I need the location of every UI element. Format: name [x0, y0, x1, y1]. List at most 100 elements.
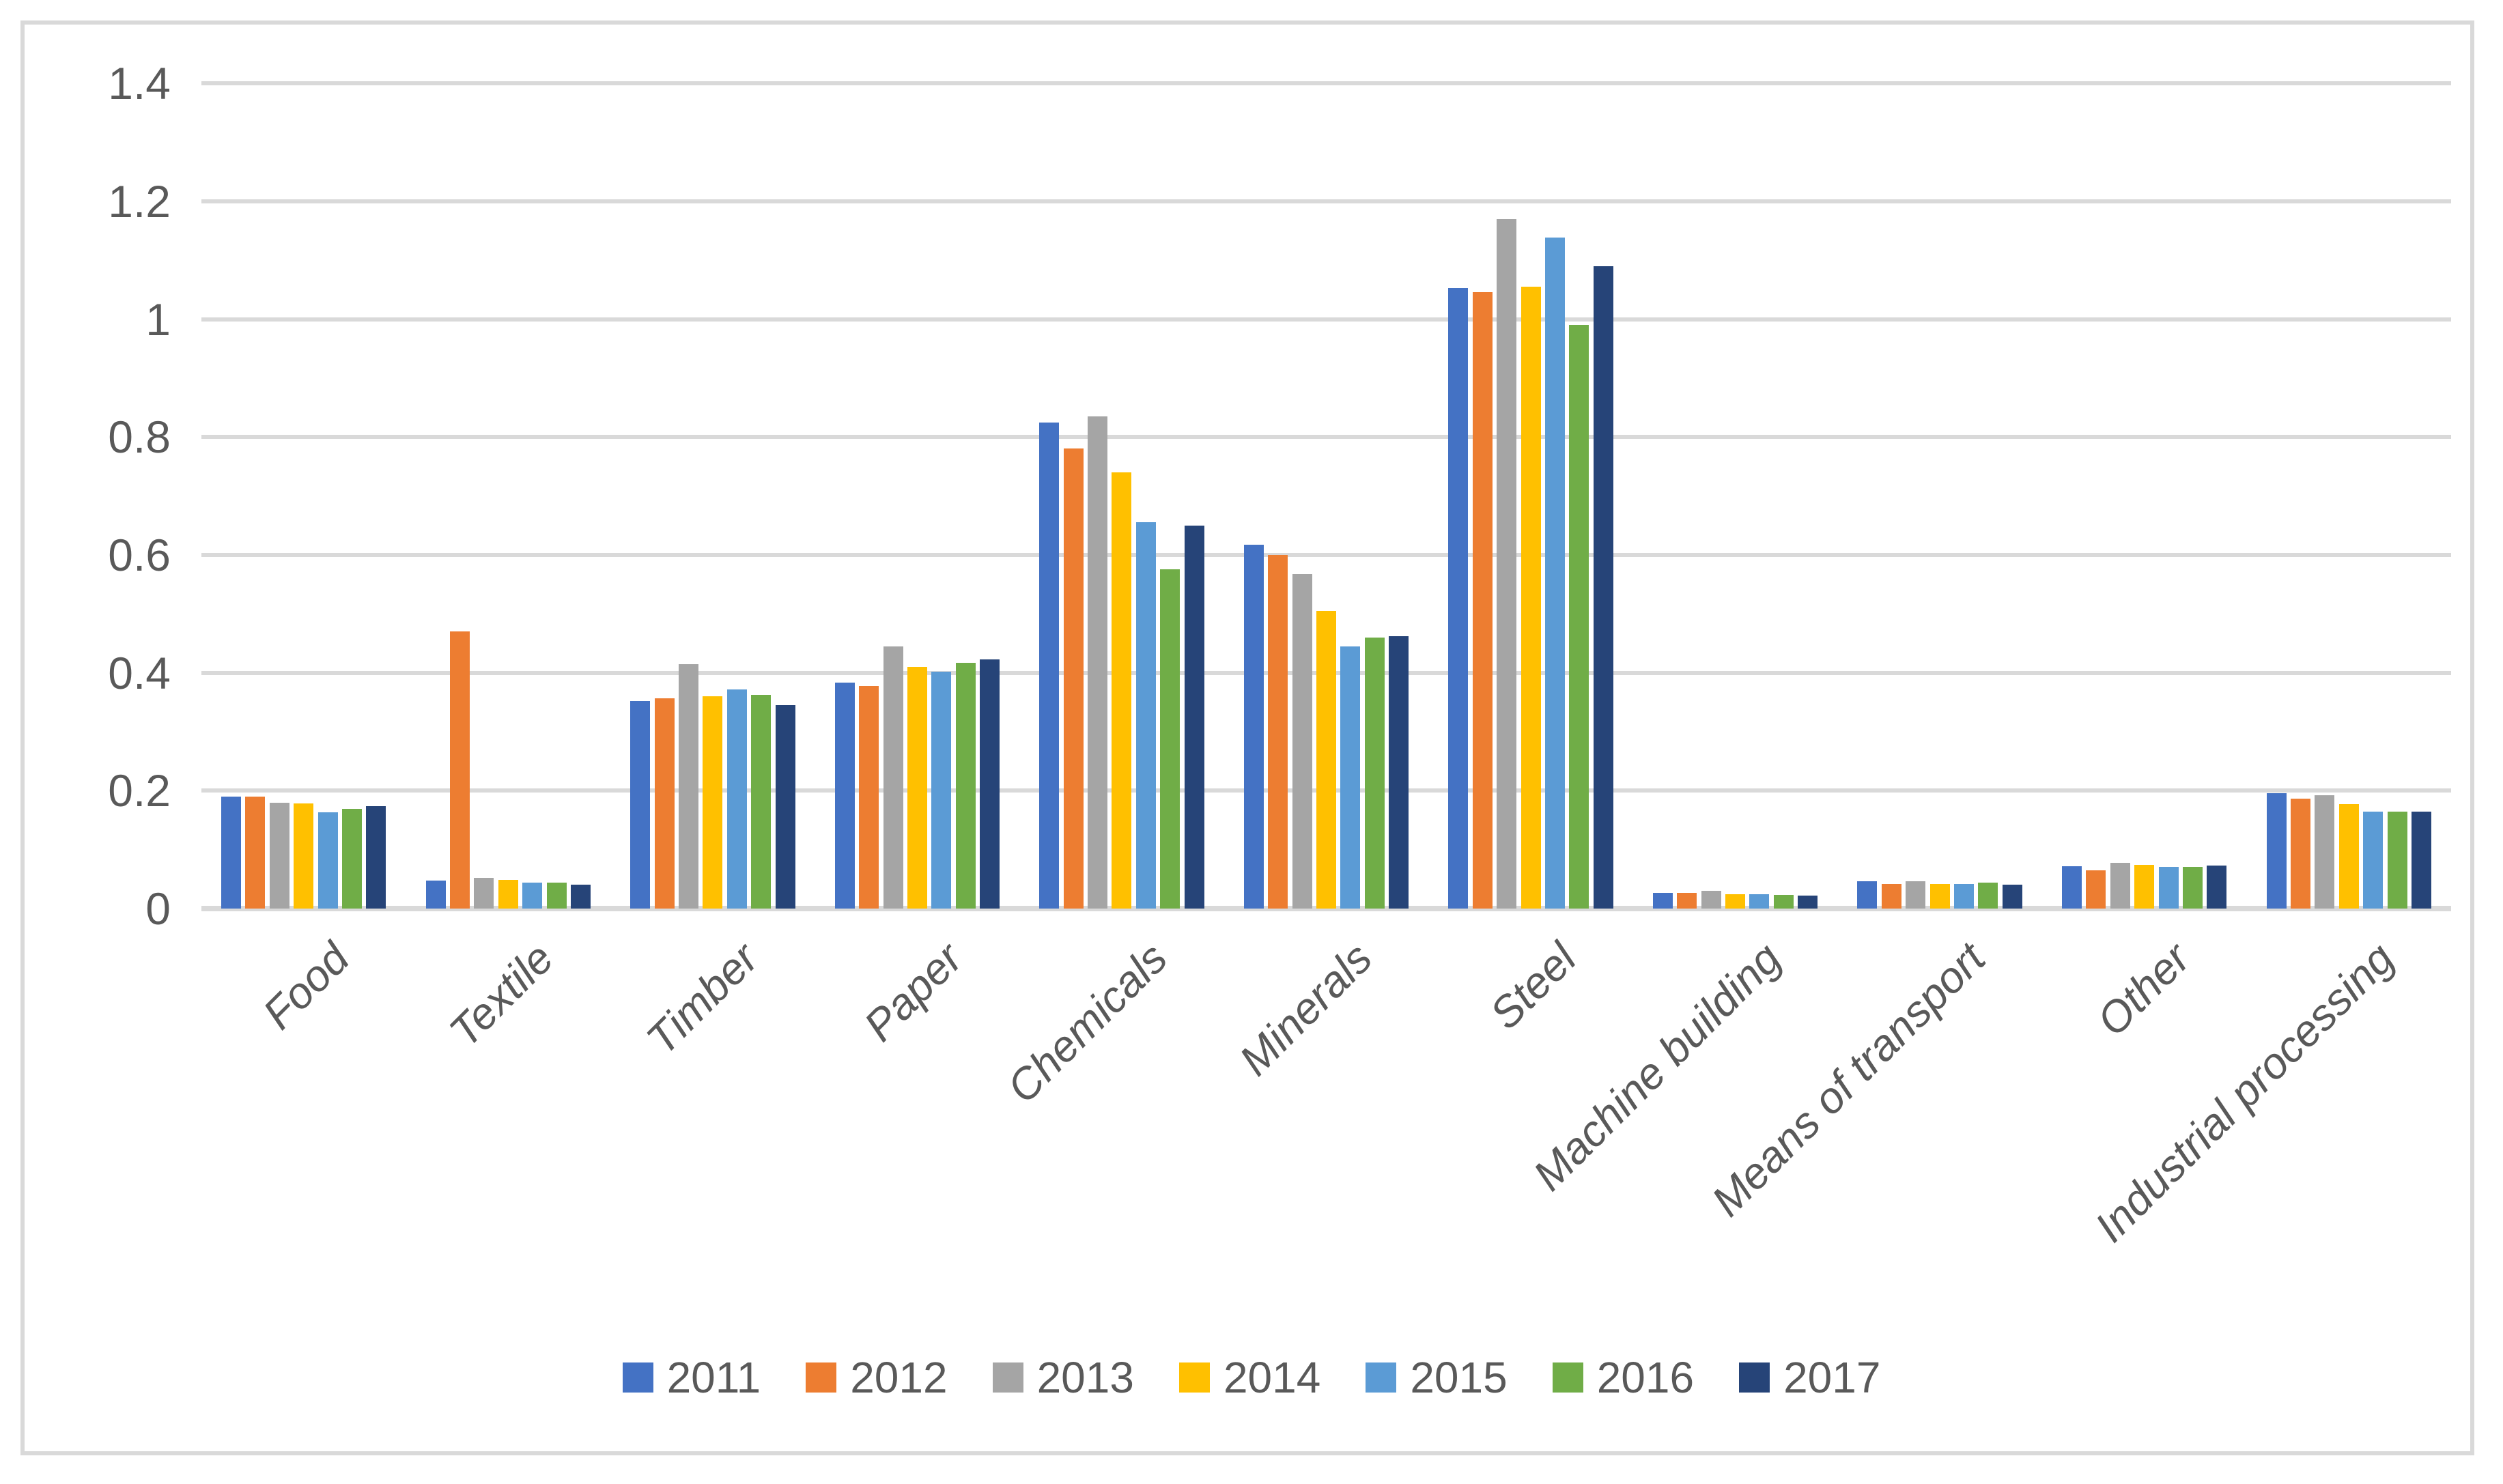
legend-marker-icon	[806, 1362, 837, 1393]
bar-2012-chemicals	[1064, 448, 1084, 909]
bar-2016-minerals	[1365, 638, 1385, 909]
bar-2016-timber	[751, 695, 771, 909]
y-tick-label: 1	[145, 294, 171, 345]
bar-2012-steel	[1473, 292, 1493, 909]
y-gridline	[201, 199, 2451, 203]
bar-2011-industrial-processing	[2267, 793, 2287, 909]
bar-2017-food	[366, 806, 386, 909]
bar-2013-industrial-processing	[2315, 795, 2334, 909]
bar-2017-means-of-transport	[2003, 885, 2022, 909]
legend-label: 2013	[1036, 1353, 1134, 1402]
bar-2013-paper	[883, 646, 903, 909]
legend: 2011 2012 2013 2014 2015 2016 2017	[0, 1353, 2503, 1402]
bar-2012-textile	[450, 631, 470, 909]
legend-item-2017: 2017	[1739, 1353, 1880, 1402]
bar-2016-food	[342, 809, 362, 909]
bar-2016-industrial-processing	[2388, 812, 2407, 909]
bar-2013-means-of-transport	[1906, 881, 1925, 909]
bar-2015-industrial-processing	[2363, 812, 2383, 909]
legend-item-2016: 2016	[1552, 1353, 1695, 1402]
legend-label: 2017	[1783, 1353, 1881, 1402]
y-tick-label: 0.6	[108, 530, 171, 580]
bar-2012-other	[2086, 870, 2106, 909]
bar-2016-textile	[547, 883, 567, 909]
y-tick-label: 1.2	[108, 176, 171, 227]
y-tick-label: 0.2	[108, 765, 171, 816]
legend-item-2013: 2013	[992, 1353, 1134, 1402]
legend-marker-icon	[1366, 1362, 1397, 1393]
bar-2013-machine-building	[1701, 891, 1721, 909]
legend-item-2012: 2012	[806, 1353, 948, 1402]
bar-2015-steel	[1545, 238, 1565, 909]
bar-2014-steel	[1521, 287, 1541, 909]
bar-2013-textile	[474, 878, 494, 909]
legend-item-2015: 2015	[1366, 1353, 1508, 1402]
y-tick-label: 0	[145, 883, 171, 934]
bar-2014-minerals	[1316, 611, 1336, 909]
bar-2013-chemicals	[1088, 416, 1107, 909]
bar-2015-food	[318, 812, 338, 909]
bar-2016-paper	[956, 663, 976, 909]
bar-2016-chemicals	[1160, 569, 1180, 909]
bar-2017-chemicals	[1185, 526, 1204, 909]
x-axis-line	[201, 906, 2451, 911]
legend-marker-icon	[622, 1362, 653, 1393]
bar-2017-machine-building	[1798, 896, 1818, 909]
legend-label: 2016	[1596, 1353, 1695, 1402]
bar-2013-other	[2110, 863, 2130, 909]
y-tick-label: 0.8	[108, 412, 171, 462]
bar-2015-textile	[522, 883, 542, 909]
bar-2013-timber	[679, 664, 698, 909]
bar-2011-textile	[426, 881, 446, 909]
bar-2012-timber	[655, 698, 675, 909]
bar-2017-other	[2207, 866, 2226, 909]
y-gridline	[201, 553, 2451, 557]
bar-2014-textile	[498, 880, 518, 909]
legend-label: 2014	[1223, 1353, 1321, 1402]
y-tick-label: 0.4	[108, 648, 171, 698]
bar-2011-paper	[835, 683, 855, 909]
bar-2015-timber	[727, 689, 747, 909]
bar-2012-paper	[859, 686, 879, 909]
legend-label: 2015	[1410, 1353, 1508, 1402]
legend-marker-icon	[1178, 1362, 1210, 1393]
bar-2014-chemicals	[1112, 472, 1131, 909]
bar-2014-timber	[703, 696, 722, 909]
bar-2011-other	[2062, 866, 2082, 909]
y-gridline	[201, 435, 2451, 439]
bar-2017-minerals	[1389, 636, 1409, 909]
bar-2014-machine-building	[1725, 894, 1745, 909]
bar-2011-timber	[630, 701, 650, 909]
bar-2016-means-of-transport	[1978, 883, 1998, 909]
bar-2011-machine-building	[1653, 893, 1673, 909]
bar-2017-industrial-processing	[2412, 812, 2431, 909]
legend-item-2011: 2011	[622, 1353, 761, 1402]
bar-2011-chemicals	[1039, 423, 1059, 909]
bar-2012-food	[245, 797, 265, 909]
bar-2014-industrial-processing	[2339, 804, 2359, 909]
bar-2011-food	[221, 797, 241, 909]
bar-2012-industrial-processing	[2291, 799, 2310, 909]
y-tick-label: 1.4	[108, 58, 171, 109]
bar-2017-paper	[980, 659, 1000, 909]
bar-2015-minerals	[1340, 646, 1360, 909]
legend-label: 2011	[666, 1353, 761, 1402]
bar-2013-food	[270, 803, 289, 909]
bar-2015-chemicals	[1136, 522, 1156, 909]
bar-2012-means-of-transport	[1882, 884, 1901, 909]
bar-2014-other	[2134, 865, 2154, 909]
bar-2011-minerals	[1244, 545, 1264, 909]
bar-2016-machine-building	[1774, 895, 1794, 909]
bar-2013-minerals	[1292, 574, 1312, 909]
bar-2014-food	[294, 803, 313, 909]
bar-2015-paper	[931, 672, 951, 909]
bar-2012-minerals	[1268, 555, 1288, 909]
chart-border	[20, 20, 2474, 1455]
bar-2016-other	[2183, 867, 2203, 909]
legend-item-2014: 2014	[1178, 1353, 1321, 1402]
legend-marker-icon	[1739, 1362, 1770, 1393]
bar-2013-steel	[1497, 219, 1516, 909]
y-gridline	[201, 81, 2451, 85]
bar-2015-means-of-transport	[1954, 884, 1974, 909]
